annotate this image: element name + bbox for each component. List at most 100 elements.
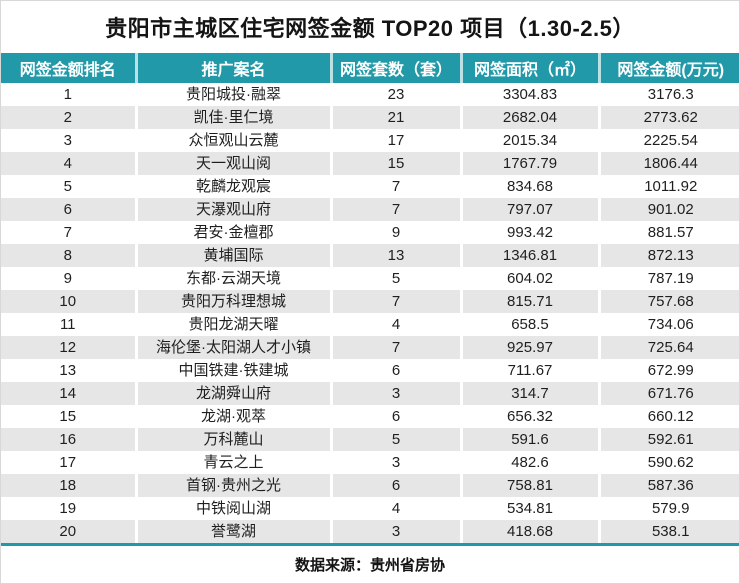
table-cell: 4 [329,497,461,520]
table-cell: 925.97 [459,336,599,359]
table-cell: 901.02 [597,198,739,221]
table-cell: 15 [329,152,461,175]
column-header-area: 网签面积（㎡） [459,53,599,83]
column-header-rank: 网签金额排名 [1,53,136,83]
table-cell: 23 [329,83,461,106]
data-source: 数据来源：贵州省房协 [294,556,445,574]
table-cell: 16 [59,431,77,448]
table-row: 8 黄埔国际 13 1346.81 872.13 [1,244,739,267]
table-cell: 4 [63,155,72,172]
table-row: 1 贵阳城投·融翠 23 3304.83 3176.3 [1,83,739,106]
table-cell: 天瀑观山府 [134,198,331,221]
table-cell: 凯佳·里仁境 [134,106,331,129]
table-cell: 658.5 [459,313,599,336]
table-cell: 587.36 [597,474,739,497]
top20-table: 网签金额排名 推广案名 网签套数（套） 网签面积（㎡） 网签金额(万元) 1 贵阳… [1,53,739,546]
table-cell: 5 [329,428,461,451]
table-cell: 贵阳龙湖天曜 [134,313,331,336]
table-cell: 3176.3 [597,83,739,106]
column-header-amount: 网签金额(万元) [597,53,739,83]
table-cell: 贵阳万科理想城 [134,290,331,313]
table-cell: 538.1 [597,520,739,546]
table-cell: 众恒观山云麓 [134,129,331,152]
table-cell: 3 [329,520,461,546]
table-cell: 13 [59,362,77,379]
table-cell: 2225.54 [597,129,739,152]
table-cell: 5 [63,178,72,195]
table-cell: 10 [59,293,77,310]
table-body: 1 贵阳城投·融翠 23 3304.83 3176.3 2 凯佳·里仁境 21 2682.04 2… [1,83,739,546]
table-cell: 6 [329,474,461,497]
table-cell: 1806.44 [597,152,739,175]
table-cell: 7 [329,290,461,313]
table-row: 5 乾麟龙观宸 7 834.68 1011.92 [1,175,739,198]
table-cell: 万科麓山 [134,428,331,451]
table-cell: 7 [329,175,461,198]
table-cell: 7 [329,336,461,359]
table-cell: 604.02 [459,267,599,290]
table-row: 9 东都·云湖天境 5 604.02 787.19 [1,267,739,290]
table-cell: 534.81 [459,497,599,520]
table-row: 12 海伦堡·太阳湖人才小镇 7 925.97 725.64 [1,336,739,359]
table-row: 18 首钢·贵州之光 6 758.81 587.36 [1,474,739,497]
table-cell: 龙湖舜山府 [134,382,331,405]
table-cell: 4 [329,313,461,336]
column-header-units: 网签套数（套） [329,53,461,83]
table-row: 10 贵阳万科理想城 7 815.71 757.68 [1,290,739,313]
table-row: 4 天一观山阅 15 1767.79 1806.44 [1,152,739,175]
table-cell: 20 [1,520,136,546]
table-row: 6 天瀑观山府 7 797.07 901.02 [1,198,739,221]
table-cell: 3 [329,382,461,405]
table-cell: 6 [329,359,461,382]
table-cell: 2015.34 [459,129,599,152]
table-cell: 993.42 [459,221,599,244]
table-cell: 314.7 [459,382,599,405]
column-header-project: 推广案名 [134,53,331,83]
table-cell: 482.6 [459,451,599,474]
table-cell: 797.07 [459,198,599,221]
table-cell: 815.71 [459,290,599,313]
table-cell: 17 [59,454,77,471]
table-cell: 21 [329,106,461,129]
table-row: 17 青云之上 3 482.6 590.62 [1,451,739,474]
table-cell: 579.9 [597,497,739,520]
table-cell: 2682.04 [459,106,599,129]
table-cell: 15 [59,408,77,425]
table-cell: 12 [59,339,77,356]
table-cell: 黄埔国际 [134,244,331,267]
table-row: 13 中国铁建·铁建城 6 711.67 672.99 [1,359,739,382]
table-cell: 834.68 [459,175,599,198]
table-cell: 671.76 [597,382,739,405]
table-cell: 1346.81 [459,244,599,267]
table-cell: 17 [329,129,461,152]
table-cell: 656.32 [459,405,599,428]
table-cell: 19 [59,500,77,517]
table-cell: 14 [59,385,77,402]
table-cell: 东都·云湖天境 [134,267,331,290]
table-cell: 7 [329,198,461,221]
table-cell: 418.68 [459,520,599,546]
table-cell: 590.62 [597,451,739,474]
table-cell: 3304.83 [459,83,599,106]
table-cell: 660.12 [597,405,739,428]
header-row: 网签金额排名 推广案名 网签套数（套） 网签面积（㎡） 网签金额(万元) [1,53,739,83]
table-cell: 5 [329,267,461,290]
table-cell: 757.68 [597,290,739,313]
table-cell: 13 [329,244,461,267]
table-row: 16 万科麓山 5 591.6 592.61 [1,428,739,451]
table-cell: 7 [63,224,72,241]
table-cell: 758.81 [459,474,599,497]
table-cell: 672.99 [597,359,739,382]
table-cell: 首钢·贵州之光 [134,474,331,497]
table-cell: 1767.79 [459,152,599,175]
table-cell: 9 [329,221,461,244]
table-cell: 725.64 [597,336,739,359]
table-header: 网签金额排名 推广案名 网签套数（套） 网签面积（㎡） 网签金额(万元) [1,53,739,83]
table-row: 15 龙湖·观萃 6 656.32 660.12 [1,405,739,428]
table-cell: 6 [63,201,72,218]
table-cell: 2773.62 [597,106,739,129]
table-cell: 711.67 [459,359,599,382]
table-cell: 787.19 [597,267,739,290]
table-cell: 872.13 [597,244,739,267]
